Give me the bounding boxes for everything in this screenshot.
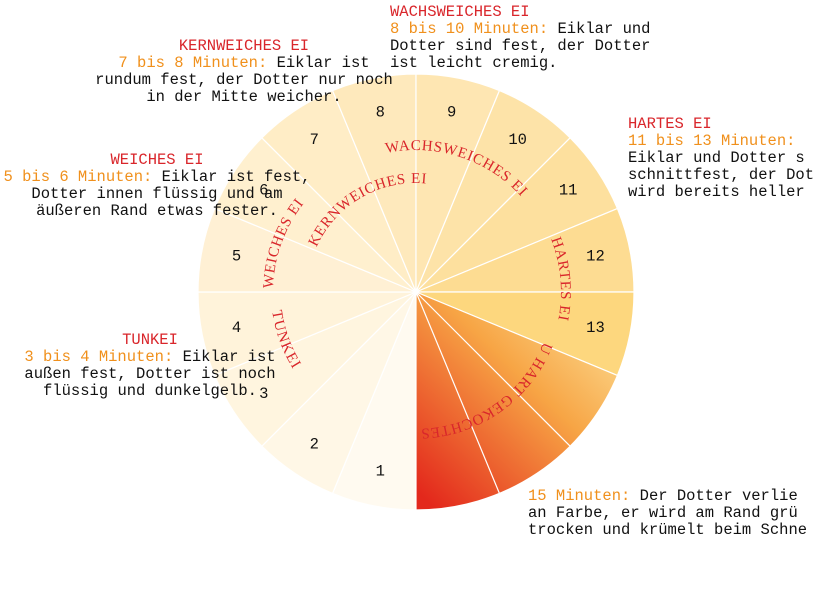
annotation-line: Eiklar und Dotter s [628,149,805,167]
annotation-line: 5 bis 6 Minuten: Eiklar ist fest, [4,168,311,186]
annotation-line: 15 Minuten: Der Dotter verlie [528,487,798,505]
sector-number: 3 [259,385,268,403]
annotation-space [173,348,182,366]
annotation-time: 7 bis 8 Minuten: [118,54,267,72]
annotation-time: 3 bis 4 Minuten: [24,348,173,366]
annotation-title: HARTES EI [628,115,712,133]
annotation-line: trocken und krümelt beim Schne [528,521,807,539]
sector-number: 6 [259,181,268,199]
annotation-time: 15 Minuten: [528,487,630,505]
annotation-line: rundum fest, der Dotter nur noch [95,71,393,89]
sector-number: 11 [559,181,578,199]
annotation-text: Der Dotter verlie [640,487,798,505]
annotation-text: Eiklar ist fest, [162,168,311,186]
sector-number: 9 [447,104,456,122]
sector-number: 13 [586,319,605,337]
annotation-title: KERNWEICHES EI [179,37,309,55]
annotation-line: wird bereits heller [628,183,805,201]
sector-number: 1 [376,463,385,481]
annotation-time: 8 bis 10 Minuten: [390,20,548,38]
annotation-line: 8 bis 10 Minuten: Eiklar und [390,20,650,38]
annotation-text: Eiklar ist [183,348,276,366]
annotation-title: WACHSWEICHES EI [390,3,530,21]
sector-hard [415,291,619,511]
annotation-space [548,20,557,38]
annotation-line: äußeren Rand etwas fester. [36,202,278,220]
sector-number: 4 [232,319,241,337]
sector-number: 12 [586,247,605,265]
annotation-title: WEICHES EI [110,151,203,169]
annotation-line: 3 bis 4 Minuten: Eiklar ist [24,348,275,366]
annotation-line: 11 bis 13 Minuten: [628,132,795,150]
annotation-line: 7 bis 8 Minuten: Eiklar ist [118,54,369,72]
sector-number: 10 [508,131,527,149]
divider [415,291,571,447]
sector-number: 5 [232,247,241,265]
annotation-space [267,54,276,72]
annotation-title: TUNKEI [122,331,178,349]
annotation-line: außen fest, Dotter ist noch [24,365,275,383]
annotation-line: Dotter sind fest, der Dotter [390,37,650,55]
divider [415,291,500,494]
annotation-text: Eiklar und [557,20,650,38]
annotation-line: Dotter innen flüssig und am [31,185,282,203]
annotation-space [152,168,161,186]
annotation-line: ist leicht cremig. [390,54,557,72]
sector-number: 2 [310,435,319,453]
annotation-line: schnittfest, der Dot [628,166,814,184]
sector-number: 7 [310,131,319,149]
annotation-time: 11 bis 13 Minuten: [628,132,795,150]
annotation-line: flüssig und dunkelgelb. [43,382,257,400]
annotation-text: Eiklar ist [277,54,370,72]
annotation-time: 5 bis 6 Minuten: [4,168,153,186]
annotation-line: an Farbe, er wird am Rand grü [528,504,798,522]
annotation-space [630,487,639,505]
annotation-line: in der Mitte weicher. [146,88,341,106]
sector-number: 8 [376,104,385,122]
